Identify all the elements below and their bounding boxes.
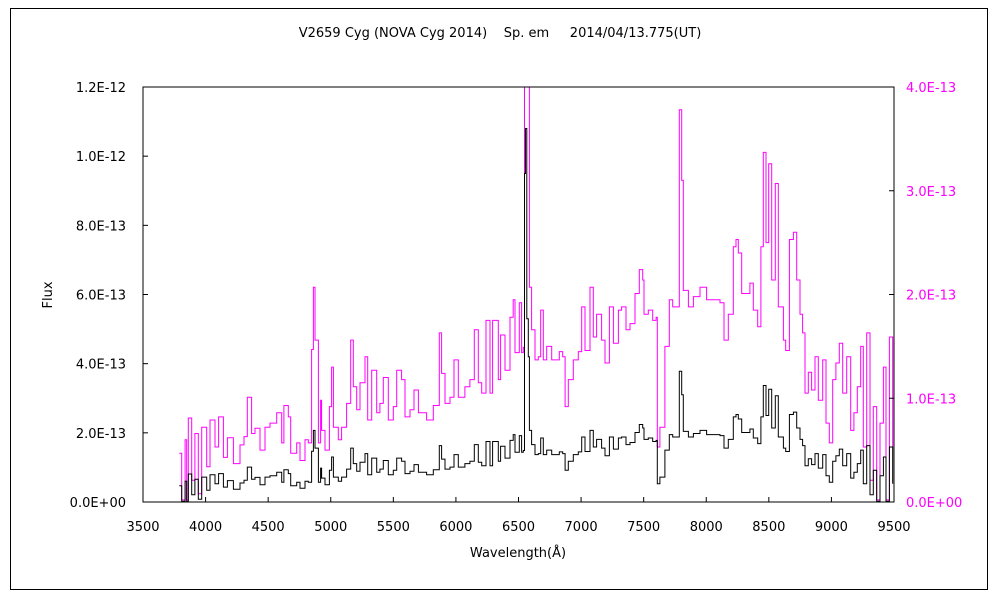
y-axis-label: Flux: [41, 281, 56, 308]
x-tick-label: 5000: [314, 520, 347, 535]
y-right-tick-label: 4.0E-13: [906, 81, 956, 96]
y-left-tick-label: 0.0E+00: [70, 496, 126, 511]
y-left-tick-label: 4.0E-13: [76, 358, 126, 373]
x-tick-label: 6000: [439, 520, 472, 535]
x-tick-label: 9500: [877, 520, 910, 535]
axes-layer: 3500 4000 4500 5000 5500 6000 6500 7000 7500 8000…: [70, 81, 963, 535]
x-tick-label: 8500: [752, 520, 785, 535]
chart-frame: [10, 8, 988, 590]
x-tick-label: 4000: [189, 520, 222, 535]
x-tick-label: 9000: [815, 520, 848, 535]
x-tick-label: 6500: [502, 520, 535, 535]
y-left-tick-label: 1.0E-12: [76, 150, 126, 165]
x-tick-label: 8000: [690, 520, 723, 535]
y-left-tick-label: 6.0E-13: [76, 289, 126, 304]
chart-title: V2659 Cyg (NOVA Cyg 2014) Sp. em 2014/04…: [298, 26, 702, 41]
y-right-tick-label: 0.0E+00: [906, 496, 962, 511]
flux-series-left-axis: [179, 128, 894, 502]
y-left-tick-label: 1.2E-12: [76, 81, 126, 96]
y-left-tick-label: 2.0E-13: [76, 427, 126, 442]
y-right-tick-label: 2.0E-13: [906, 289, 956, 304]
x-axis-label: Wavelength(Å): [470, 545, 566, 561]
x-tick-label: 7000: [565, 520, 598, 535]
series-layer: [179, 87, 894, 502]
y-right-tick-label: 3.0E-13: [906, 185, 956, 200]
x-tick-label: 5500: [377, 520, 410, 535]
plot-area: [142, 86, 895, 503]
flux-series-right-axis: [179, 87, 894, 501]
y-right-tick-label: 1.0E-13: [906, 392, 956, 407]
y-left-tick-label: 8.0E-13: [76, 219, 126, 234]
x-tick-label: 7500: [627, 520, 660, 535]
x-tick-label: 4500: [252, 520, 285, 535]
x-tick-label: 3500: [126, 520, 159, 535]
